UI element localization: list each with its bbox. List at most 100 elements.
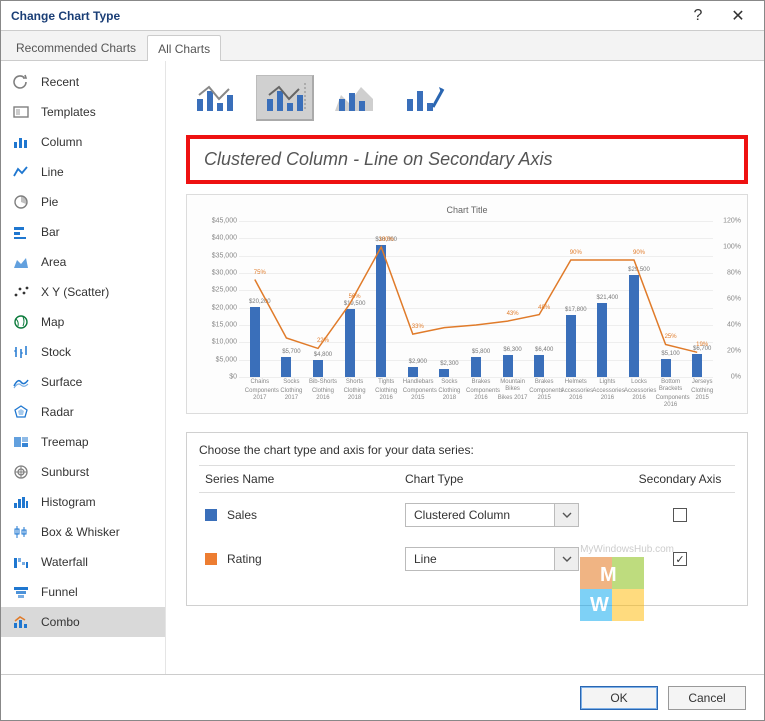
button-bar: OK Cancel bbox=[1, 674, 764, 720]
sidebar-item-label: Recent bbox=[41, 75, 79, 89]
sidebar-item-label: Map bbox=[41, 315, 64, 329]
sidebar-item-xyscatter[interactable]: X Y (Scatter) bbox=[1, 277, 165, 307]
sidebar-item-label: Waterfall bbox=[41, 555, 88, 569]
sidebar-item-label: Sunburst bbox=[41, 465, 89, 479]
y-axis-left: $0$5,000$10,000$15,000$20,000$25,000$30,… bbox=[195, 221, 237, 377]
chart-type-sidebar: Recent Templates Column Line Pie Bar Area X Y (… bbox=[1, 61, 166, 674]
sunburst-icon bbox=[11, 463, 31, 481]
xyscatter-icon bbox=[11, 283, 31, 301]
sidebar-item-combo[interactable]: Combo bbox=[1, 607, 165, 637]
waterfall-icon bbox=[11, 553, 31, 571]
area-icon bbox=[11, 253, 31, 271]
stock-icon bbox=[11, 343, 31, 361]
sidebar-item-label: Line bbox=[41, 165, 64, 179]
sidebar-item-boxwhisker[interactable]: Box & Whisker bbox=[1, 517, 165, 547]
sidebar-item-funnel[interactable]: Funnel bbox=[1, 577, 165, 607]
sidebar-item-label: Histogram bbox=[41, 495, 96, 509]
radar-icon bbox=[11, 403, 31, 421]
subtype-0[interactable] bbox=[186, 75, 244, 121]
secondary-axis-checkbox[interactable] bbox=[673, 508, 687, 522]
chart-type-select[interactable]: Line bbox=[405, 547, 579, 571]
series-swatch bbox=[205, 509, 217, 521]
series-grid: Series Name Chart Type Secondary Axis Sa… bbox=[199, 465, 735, 581]
sidebar-item-label: Bar bbox=[41, 225, 60, 239]
series-row-type: Line bbox=[399, 537, 625, 581]
preview-chart-title: Chart Title bbox=[199, 205, 735, 215]
tab-bar: Recommended Charts All Charts bbox=[1, 31, 764, 61]
series-row-name: Rating bbox=[199, 537, 399, 581]
sidebar-item-label: Stock bbox=[41, 345, 71, 359]
boxwhisker-icon bbox=[11, 523, 31, 541]
sidebar-item-recent[interactable]: Recent bbox=[1, 67, 165, 97]
funnel-icon bbox=[11, 583, 31, 601]
sidebar-item-label: X Y (Scatter) bbox=[41, 285, 109, 299]
column-icon bbox=[11, 133, 31, 151]
sidebar-item-label: Radar bbox=[41, 405, 74, 419]
sidebar-item-label: Box & Whisker bbox=[41, 525, 120, 539]
chevron-down-icon[interactable] bbox=[555, 503, 579, 527]
bar-icon bbox=[11, 223, 31, 241]
sidebar-item-treemap[interactable]: Treemap bbox=[1, 427, 165, 457]
window-title: Change Chart Type bbox=[11, 9, 678, 23]
sidebar-item-label: Area bbox=[41, 255, 66, 269]
tab-all-charts[interactable]: All Charts bbox=[147, 35, 221, 61]
col-secondary-axis: Secondary Axis bbox=[625, 466, 735, 493]
titlebar: Change Chart Type ? ✕ bbox=[1, 1, 764, 31]
subtype-1[interactable] bbox=[256, 75, 314, 121]
line-icon bbox=[11, 163, 31, 181]
sidebar-item-label: Funnel bbox=[41, 585, 78, 599]
cancel-button[interactable]: Cancel bbox=[668, 686, 746, 710]
close-button[interactable]: ✕ bbox=[718, 6, 758, 26]
sidebar-item-waterfall[interactable]: Waterfall bbox=[1, 547, 165, 577]
sidebar-item-area[interactable]: Area bbox=[1, 247, 165, 277]
series-caption: Choose the chart type and axis for your … bbox=[199, 443, 735, 457]
histogram-icon bbox=[11, 493, 31, 511]
sidebar-item-histogram[interactable]: Histogram bbox=[1, 487, 165, 517]
pie-icon bbox=[11, 193, 31, 211]
chart-type-select[interactable]: Clustered Column bbox=[405, 503, 579, 527]
dialog-window: Change Chart Type ? ✕ Recommended Charts… bbox=[0, 0, 765, 721]
plot-area: $20,20075%$5,700$4,80022%$19,50056%$38,0… bbox=[239, 221, 713, 377]
sidebar-item-templates[interactable]: Templates bbox=[1, 97, 165, 127]
tab-recommended[interactable]: Recommended Charts bbox=[5, 34, 147, 60]
combo-icon bbox=[11, 613, 31, 631]
series-row-axis: ✓ bbox=[625, 537, 735, 581]
sidebar-item-label: Column bbox=[41, 135, 82, 149]
sidebar-item-radar[interactable]: Radar bbox=[1, 397, 165, 427]
y-axis-right: 0%20%40%60%80%100%120% bbox=[715, 221, 741, 377]
sidebar-item-label: Pie bbox=[41, 195, 58, 209]
series-config: Choose the chart type and axis for your … bbox=[186, 432, 748, 606]
sidebar-item-sunburst[interactable]: Sunburst bbox=[1, 457, 165, 487]
series-row-axis bbox=[625, 493, 735, 537]
surface-icon bbox=[11, 373, 31, 391]
sidebar-item-map[interactable]: Map bbox=[1, 307, 165, 337]
help-button[interactable]: ? bbox=[678, 7, 718, 25]
chart-preview[interactable]: Chart Title $0$5,000$10,000$15,000$20,00… bbox=[186, 194, 748, 414]
ok-button[interactable]: OK bbox=[580, 686, 658, 710]
subtype-thumbnails bbox=[186, 75, 748, 121]
subtype-3[interactable] bbox=[396, 75, 454, 121]
templates-icon bbox=[11, 103, 31, 121]
sidebar-item-surface[interactable]: Surface bbox=[1, 367, 165, 397]
subtype-heading: Clustered Column - Line on Secondary Axi… bbox=[186, 135, 748, 184]
sidebar-item-stock[interactable]: Stock bbox=[1, 337, 165, 367]
series-swatch bbox=[205, 553, 217, 565]
sidebar-item-pie[interactable]: Pie bbox=[1, 187, 165, 217]
series-row-name: Sales bbox=[199, 493, 399, 537]
recent-icon bbox=[11, 73, 31, 91]
sidebar-item-bar[interactable]: Bar bbox=[1, 217, 165, 247]
secondary-axis-checkbox[interactable]: ✓ bbox=[673, 552, 687, 566]
dialog-body: Recent Templates Column Line Pie Bar Area X Y (… bbox=[1, 61, 764, 674]
sidebar-item-label: Treemap bbox=[41, 435, 89, 449]
subtype-2[interactable] bbox=[326, 75, 384, 121]
sidebar-item-line[interactable]: Line bbox=[1, 157, 165, 187]
col-series-name: Series Name bbox=[199, 466, 399, 493]
x-axis: ChainsComponents 2017SocksClothing 2017B… bbox=[239, 379, 713, 409]
sidebar-item-column[interactable]: Column bbox=[1, 127, 165, 157]
col-chart-type: Chart Type bbox=[399, 466, 625, 493]
chevron-down-icon[interactable] bbox=[555, 547, 579, 571]
main-panel: Clustered Column - Line on Secondary Axi… bbox=[166, 61, 764, 674]
sidebar-item-label: Surface bbox=[41, 375, 82, 389]
sidebar-item-label: Combo bbox=[41, 615, 80, 629]
series-row-type: Clustered Column bbox=[399, 493, 625, 537]
